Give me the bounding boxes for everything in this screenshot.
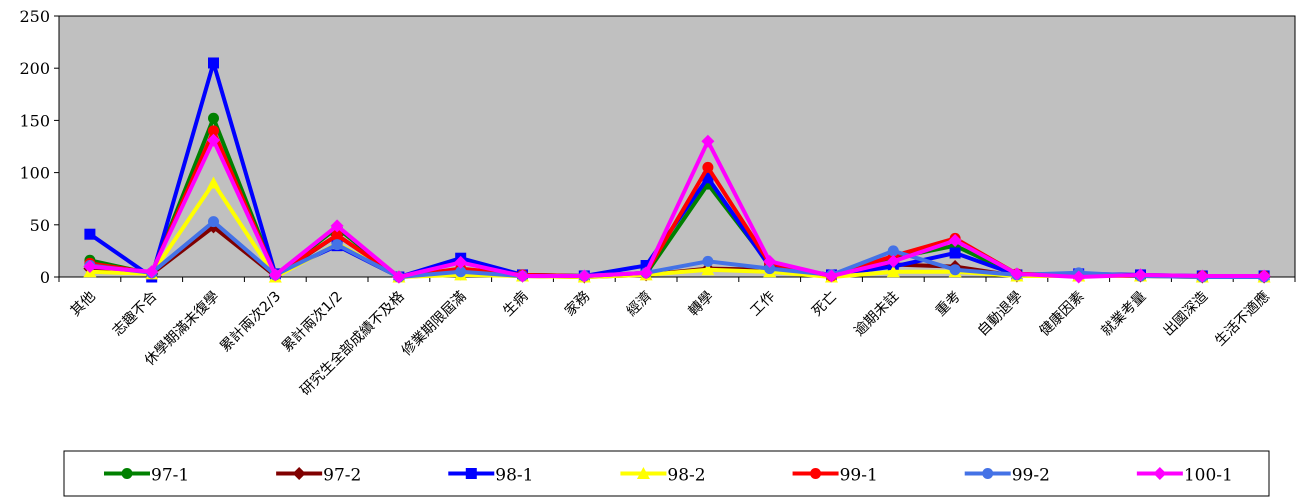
data-point: [516, 269, 529, 283]
data-point: [1153, 467, 1167, 480]
legend-box: [63, 450, 1270, 497]
y-tick-label: 250: [19, 7, 50, 26]
legend-entry: 97-2: [276, 466, 361, 486]
data-point: [949, 247, 961, 259]
legend-label: 97-1: [151, 466, 189, 486]
data-point: [292, 467, 306, 480]
x-category-label: 生活不適應: [1211, 288, 1273, 350]
series-line: [89, 138, 1265, 279]
data-point: [392, 270, 406, 284]
data-point: [83, 260, 97, 274]
series-line: [89, 219, 1265, 279]
x-category-label: 其他: [68, 289, 99, 320]
data-point: [208, 57, 219, 69]
data-point: [208, 216, 219, 228]
data-point: [1010, 267, 1024, 281]
data-point: [1257, 269, 1271, 283]
data-point: [949, 264, 961, 276]
series-100-1: [83, 133, 1271, 284]
data-point: [330, 219, 344, 233]
x-category-label: 累計兩次2/3: [217, 289, 284, 356]
legend-entry: 97-1: [104, 466, 189, 486]
legend-label: 99-1: [840, 466, 878, 486]
data-point: [982, 468, 994, 479]
data-point: [886, 254, 900, 268]
data-point: [268, 268, 282, 282]
data-point: [465, 468, 477, 479]
data-point: [640, 260, 652, 272]
series-layer: [83, 57, 1271, 284]
legend-label: 97-2: [323, 466, 361, 486]
x-category-label: 逾期未註: [851, 289, 902, 340]
data-point: [639, 266, 653, 280]
legend-entry: 98-1: [448, 466, 533, 486]
x-category-label: 經濟: [624, 289, 655, 320]
x-category-label: 修業期限屆滿: [399, 289, 470, 360]
plot-area: [58, 15, 1296, 278]
data-point: [331, 239, 343, 251]
x-category-label: 出國深造: [1160, 289, 1211, 340]
data-point: [208, 112, 219, 124]
y-tick-label: 0: [40, 268, 50, 287]
legend-label: 98-1: [495, 466, 533, 486]
data-point: [454, 255, 468, 269]
data-point: [887, 245, 899, 257]
x-category-label: 生病: [500, 289, 531, 320]
x-category-label: 轉學: [686, 289, 717, 320]
data-point: [331, 229, 343, 241]
data-point: [121, 468, 133, 479]
data-point: [886, 265, 900, 278]
data-point: [455, 266, 467, 278]
legend-entry: 99-2: [964, 466, 1050, 486]
data-point: [145, 265, 159, 279]
x-category-label: 就業考量: [1098, 289, 1149, 340]
x-category-label: 工作: [747, 289, 778, 320]
legend: 97-1 97-2 98-1 98-2 99-1 99-2 100-1: [63, 450, 1270, 497]
data-point: [208, 125, 219, 137]
data-point: [702, 255, 714, 267]
x-category-label: 志趣不合: [110, 289, 161, 340]
x-category-label: 研究生全部成績不及格: [297, 288, 408, 399]
data-point: [810, 468, 822, 479]
data-point: [1134, 268, 1147, 282]
y-tick-label: 50: [30, 216, 50, 235]
x-category-label: 重考: [933, 289, 964, 320]
data-point: [763, 254, 777, 268]
legend-entry: 98-2: [620, 466, 706, 486]
x-category-label: 自動退學: [975, 289, 1026, 340]
x-axis: 其他 志趣不合休學期滿未復學累計兩次2/3累計兩次1/2研究生全部成績不及格修業期…: [58, 277, 1296, 399]
data-point: [701, 134, 715, 148]
data-point: [207, 133, 220, 147]
data-point: [1195, 269, 1209, 283]
y-tick-label: 150: [19, 111, 50, 130]
data-point: [577, 269, 591, 283]
data-point: [702, 172, 714, 184]
x-category-label: 累計兩次1/2: [279, 289, 346, 356]
data-point: [701, 263, 715, 276]
y-tick-label: 200: [19, 59, 50, 78]
data-point: [636, 467, 650, 479]
data-point: [207, 176, 220, 189]
data-point: [84, 228, 96, 240]
y-tick-label: 100: [19, 164, 50, 183]
legend-entry: 100-1: [1136, 466, 1233, 486]
legend-label: 100-1: [1184, 466, 1233, 486]
data-point: [825, 269, 838, 283]
legend-label: 99-2: [1012, 466, 1050, 486]
data-point: [1072, 270, 1086, 284]
x-category-label: 健康因素: [1036, 288, 1088, 340]
legend-entry: 99-1: [792, 466, 878, 486]
x-category-label: 家務: [561, 288, 593, 320]
x-category-label: 死亡: [809, 289, 840, 320]
y-axis: 0 50 100 150 200 250: [19, 7, 59, 287]
data-point: [948, 233, 962, 247]
data-point: [764, 263, 776, 275]
legend-label: 98-2: [667, 466, 705, 486]
data-point: [702, 161, 714, 173]
